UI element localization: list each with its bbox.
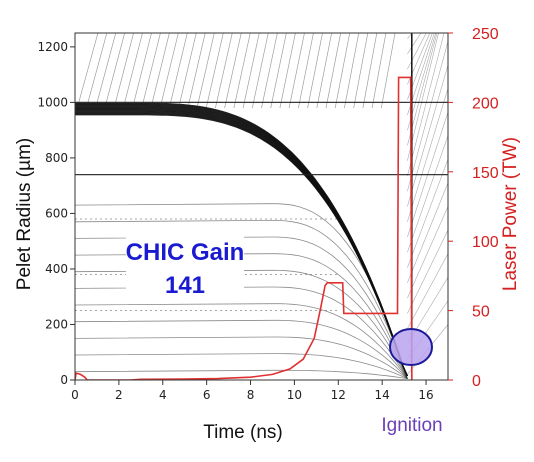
y2-tick-label: 0 bbox=[472, 373, 481, 390]
gas-shell-trace bbox=[75, 236, 408, 379]
expansion-trace bbox=[407, 33, 427, 70]
axes: 0 2 4 6 8 10 12 14 16 0 200 400 600 800 1000 1200 0 50 100… bbox=[37, 26, 498, 402]
expansion-trace bbox=[407, 33, 435, 115]
y-tick-label: 800 bbox=[45, 151, 68, 165]
laser-power-series bbox=[75, 76, 413, 380]
expansion-trace bbox=[407, 33, 445, 177]
x-axis-label: Time (ns) bbox=[203, 422, 283, 443]
expansion-trace bbox=[407, 88, 448, 222]
y-axis-label: Pelet Radius (µm) bbox=[14, 138, 35, 290]
y-tick-label: 1200 bbox=[37, 40, 68, 54]
gas-shell-trace bbox=[75, 253, 408, 379]
gain-label-backdrop bbox=[126, 234, 244, 298]
y2-tick-label: 250 bbox=[472, 26, 499, 43]
radius-traces bbox=[75, 33, 448, 380]
shell-trace bbox=[75, 102, 408, 377]
gas-shell-trace bbox=[75, 319, 408, 379]
expansion-trace bbox=[407, 182, 448, 283]
gain-label-line2: 141 bbox=[165, 272, 205, 299]
laser-power-line bbox=[75, 76, 413, 380]
x-tick-label: 0 bbox=[71, 388, 79, 402]
expansion-trace bbox=[407, 33, 433, 100]
x-tick-label: 14 bbox=[375, 388, 390, 402]
y2-axis-label: Laser Power (TW) bbox=[500, 137, 521, 291]
x-tick-label: 10 bbox=[287, 388, 302, 402]
x-tick-label: 8 bbox=[247, 388, 255, 402]
gas-shell-trace bbox=[75, 286, 408, 379]
y-tick-label: 600 bbox=[45, 206, 68, 220]
expansion-trace bbox=[407, 41, 448, 192]
y2-tick-label: 100 bbox=[472, 234, 499, 251]
expansion-trace bbox=[407, 33, 439, 161]
gas-shell-trace bbox=[75, 353, 408, 379]
gas-shell-trace bbox=[75, 219, 408, 379]
expansion-trace bbox=[407, 229, 448, 314]
expansion-trace bbox=[407, 159, 448, 268]
expansion-trace bbox=[407, 135, 448, 253]
expansion-trace bbox=[407, 206, 448, 299]
expansion-trace bbox=[407, 33, 431, 85]
x-tick-label: 2 bbox=[115, 388, 123, 402]
plot-frame bbox=[74, 32, 449, 381]
x-tick-label: 12 bbox=[331, 388, 346, 402]
expansion-trace bbox=[407, 33, 438, 146]
plot-background bbox=[75, 33, 448, 380]
x-tick-label: 4 bbox=[159, 388, 167, 402]
gas-shell-trace bbox=[75, 336, 408, 379]
gain-label-line1: CHIC Gain bbox=[126, 239, 245, 266]
expansion-trace bbox=[407, 33, 422, 54]
ignition-label: Ignition bbox=[381, 415, 442, 436]
gas-shell-trace bbox=[75, 303, 408, 379]
expansion-trace bbox=[407, 253, 448, 329]
expansion-trace bbox=[407, 33, 437, 131]
expansion-trace bbox=[407, 33, 408, 34]
expansion-trace bbox=[407, 64, 448, 207]
gas-shell-trace bbox=[75, 369, 408, 379]
y2-tick-label: 200 bbox=[472, 95, 499, 112]
y2-tick-label: 150 bbox=[472, 165, 499, 182]
y2-tick-label: 50 bbox=[472, 304, 490, 321]
y-tick-label: 0 bbox=[60, 373, 68, 387]
y-tick-label: 1000 bbox=[37, 95, 68, 109]
x-tick-label: 16 bbox=[418, 388, 433, 402]
y-tick-label: 400 bbox=[45, 262, 68, 276]
y-tick-label: 200 bbox=[45, 317, 68, 331]
gas-shell-trace bbox=[75, 269, 408, 379]
x-tick-label: 6 bbox=[203, 388, 211, 402]
ignition-marker bbox=[389, 328, 433, 366]
